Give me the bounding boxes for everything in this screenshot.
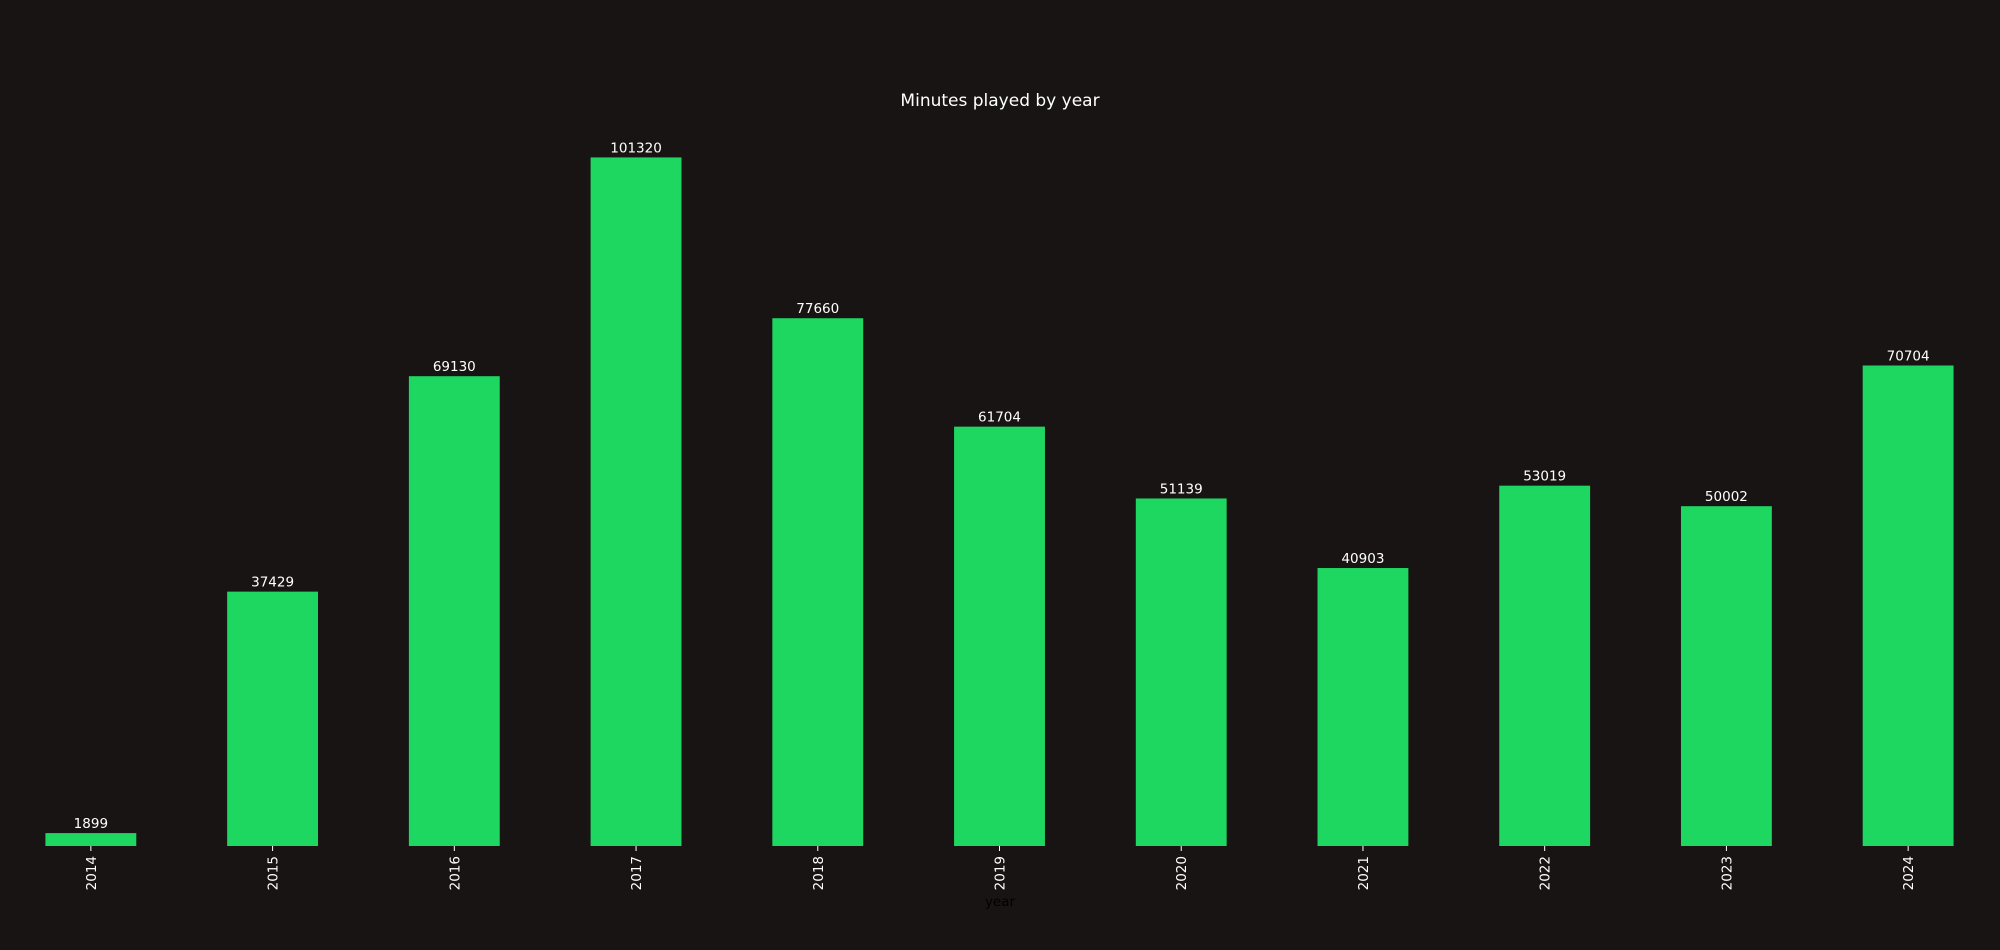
bar-2021 — [1317, 568, 1409, 846]
data-label-2016: 69130 — [433, 359, 476, 375]
x-tick-label-2019: 2019 — [993, 856, 1009, 890]
bar-2014 — [45, 833, 137, 846]
x-axis-label: year — [985, 894, 1016, 910]
bar-2015 — [227, 591, 319, 846]
x-tick-label-2018: 2018 — [811, 856, 827, 890]
data-label-2015: 37429 — [251, 575, 294, 591]
bar-2018 — [772, 318, 864, 847]
x-tick-label-2014: 2014 — [84, 856, 100, 890]
data-label-2020: 51139 — [1160, 481, 1203, 497]
bar-2024 — [1862, 365, 1954, 846]
bar-2016 — [408, 376, 500, 846]
x-tick-label-2021: 2021 — [1356, 856, 1372, 890]
data-label-2021: 40903 — [1341, 551, 1384, 567]
x-axis-ticks: 2014 2015 2016 2017 2018 2019 2020 2021 2022 2023… — [84, 846, 1917, 890]
x-tick-label-2024: 2024 — [1901, 856, 1917, 890]
data-labels-layer: 1899 37429 69130 101320 77660 61704 51139 40903… — [74, 140, 1930, 832]
x-tick-label-2023: 2023 — [1719, 856, 1735, 890]
bar-2022 — [1499, 485, 1591, 846]
data-label-2014: 1899 — [74, 816, 108, 832]
x-tick-label-2022: 2022 — [1538, 856, 1554, 890]
bar-2019 — [954, 426, 1045, 846]
x-tick-label-2015: 2015 — [266, 856, 282, 890]
chart-title: Minutes played by year — [900, 91, 1099, 111]
data-label-2023: 50002 — [1705, 489, 1748, 505]
data-label-2019: 61704 — [978, 410, 1021, 426]
bar-2023 — [1680, 506, 1772, 846]
data-label-2022: 53019 — [1523, 469, 1566, 485]
bars-layer — [45, 157, 1954, 847]
x-tick-label-2016: 2016 — [447, 856, 463, 890]
data-label-2018: 77660 — [796, 301, 839, 317]
bar-2020 — [1135, 498, 1227, 846]
data-label-2017: 101320 — [610, 140, 662, 156]
data-label-2024: 70704 — [1887, 349, 1930, 365]
x-tick-label-2020: 2020 — [1174, 856, 1190, 890]
bar-2017 — [590, 157, 682, 846]
x-tick-label-2017: 2017 — [629, 856, 645, 890]
